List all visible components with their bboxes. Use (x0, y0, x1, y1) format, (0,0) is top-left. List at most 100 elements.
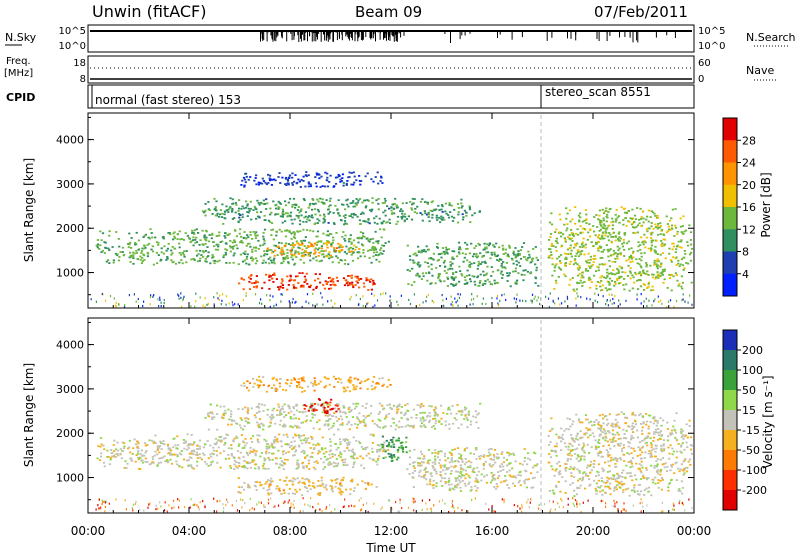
range-cell (383, 292, 384, 294)
range-cell (246, 452, 248, 454)
range-cell (429, 481, 431, 483)
range-cell (261, 287, 263, 289)
range-cell (312, 482, 314, 484)
range-cell (660, 300, 661, 302)
range-cell (137, 258, 139, 260)
range-cell (407, 410, 409, 412)
range-cell (406, 451, 408, 453)
range-cell (514, 297, 515, 299)
range-cell (493, 456, 495, 458)
range-cell (259, 418, 261, 420)
range-cell (508, 275, 510, 277)
range-cell (660, 254, 662, 256)
range-cell (585, 268, 587, 270)
range-cell (634, 215, 636, 217)
range-cell (421, 278, 423, 280)
range-cell (433, 253, 435, 255)
range-cell (492, 271, 494, 273)
range-cell (496, 297, 497, 299)
range-cell (548, 435, 550, 437)
range-cell (358, 419, 360, 421)
range-cell (220, 209, 222, 211)
range-cell (427, 262, 429, 264)
range-cell (447, 278, 449, 280)
range-cell (299, 272, 301, 274)
range-cell (519, 463, 521, 465)
range-cell (451, 303, 452, 305)
range-cell (397, 457, 399, 459)
range-cell (99, 446, 101, 448)
range-cell (646, 305, 647, 307)
range-cell (245, 263, 247, 265)
range-cell (106, 450, 108, 452)
range-cell (660, 240, 662, 242)
range-cell (434, 452, 436, 454)
range-cell (569, 263, 571, 265)
range-cell (623, 239, 625, 241)
range-cell (575, 255, 577, 257)
range-cell (508, 487, 510, 489)
range-cell (622, 224, 624, 226)
range-cell (105, 300, 106, 302)
range-cell (223, 450, 225, 452)
range-cell (282, 209, 284, 211)
range-cell (347, 176, 349, 178)
range-cell (263, 439, 265, 441)
range-cell (210, 461, 212, 463)
range-cell (398, 437, 400, 439)
range-cell (208, 415, 210, 417)
range-cell (356, 280, 358, 282)
range-cell (644, 300, 645, 302)
range-cell (620, 303, 621, 305)
range-cell (469, 278, 471, 280)
range-cell (257, 425, 259, 427)
range-cell (361, 480, 363, 482)
range-cell (625, 283, 627, 285)
range-cell (241, 180, 243, 182)
range-cell (416, 274, 418, 276)
range-cell (282, 408, 284, 410)
range-cell (318, 174, 320, 176)
range-cell (284, 463, 286, 465)
range-cell (598, 215, 600, 217)
range-cell (444, 473, 446, 475)
range-cell (520, 249, 522, 251)
range-cell (491, 252, 493, 254)
range-cell (457, 203, 459, 205)
range-cell (377, 183, 379, 185)
range-cell (312, 417, 314, 419)
range-cell (450, 466, 452, 468)
range-cell (346, 423, 348, 425)
range-cell (253, 282, 255, 284)
range-cell (522, 270, 524, 272)
range-cell (242, 408, 244, 410)
range-cell (332, 237, 334, 239)
range-cell (679, 265, 681, 267)
range-cell (377, 203, 379, 205)
range-cell (513, 263, 515, 265)
range-cell (294, 234, 296, 236)
range-cell (306, 478, 308, 480)
range-cell (472, 275, 474, 277)
range-cell (171, 463, 173, 465)
range-cell (216, 235, 218, 237)
range-cell (458, 207, 460, 209)
range-cell (428, 212, 430, 214)
range-cell (517, 253, 519, 255)
range-cell (325, 484, 327, 486)
range-cell (242, 429, 244, 431)
range-cell (502, 245, 504, 247)
range-cell (479, 458, 481, 460)
range-cell (417, 404, 419, 406)
range-cell (299, 181, 301, 183)
range-cell (646, 237, 648, 239)
range-cell (142, 462, 144, 464)
range-cell (250, 234, 252, 236)
range-cell (255, 293, 256, 295)
range-cell (249, 288, 251, 290)
range-cell (225, 206, 227, 208)
range-cell (413, 465, 415, 467)
range-cell (254, 206, 256, 208)
range-cell (535, 296, 536, 298)
